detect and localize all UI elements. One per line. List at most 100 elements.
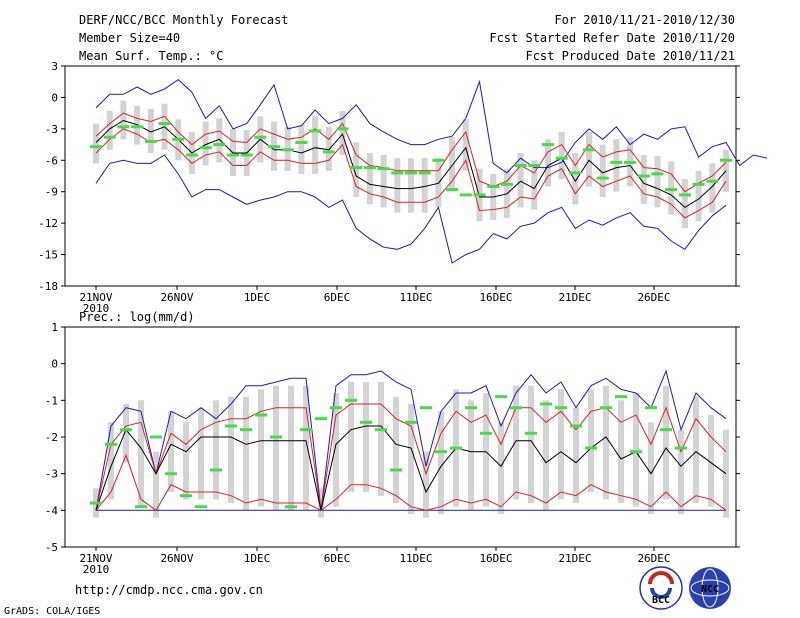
- spread-bar: [531, 160, 538, 210]
- y-tick-label: -3: [45, 123, 58, 136]
- y-tick-label: -12: [38, 217, 58, 230]
- spread-bar: [303, 385, 309, 511]
- spread-bar: [618, 400, 624, 503]
- spread-bar: [668, 161, 675, 215]
- x-tick-label: 21NOV: [79, 291, 112, 304]
- spread-bar: [243, 396, 249, 511]
- spread-bar: [528, 385, 534, 503]
- spread-bar: [513, 385, 519, 500]
- x-tick-label: 26NOV: [160, 552, 193, 565]
- spread-bar: [408, 404, 414, 514]
- spread-bar: [462, 119, 469, 171]
- spread-bar: [258, 389, 264, 507]
- spread-bar: [380, 155, 387, 208]
- spread-bar: [298, 124, 305, 174]
- x-tick-label: 1DEC: [244, 291, 271, 304]
- spread-bar: [394, 158, 401, 213]
- x-tick-label: 2010: [83, 563, 110, 576]
- fcst-produced-date: Fcst Produced Date 2010/11/21: [525, 49, 735, 63]
- spread-bar: [708, 415, 714, 507]
- spread-bar: [633, 393, 639, 507]
- y-tick-label: -18: [38, 280, 58, 293]
- spread-bar: [681, 179, 688, 229]
- y-tick-label: 0: [51, 91, 58, 104]
- spread-bar: [599, 144, 606, 197]
- spread-bar: [421, 158, 428, 213]
- spread-bar: [468, 400, 474, 511]
- spread-bar: [216, 118, 223, 163]
- spread-bar: [198, 407, 204, 500]
- spread-bar: [312, 116, 319, 174]
- spread-bar: [333, 393, 339, 507]
- source-url[interactable]: http://cmdp.ncc.cma.gov.cn: [75, 583, 263, 597]
- y-tick-label: -15: [38, 249, 58, 262]
- spread-bar: [663, 385, 669, 500]
- grads-credit: GrADS: COLA/IGES: [4, 606, 100, 617]
- ensemble-max-line: [95, 369, 727, 511]
- plot-frame: [64, 65, 737, 287]
- y-tick-label: -5: [45, 541, 58, 554]
- x-tick-label: 16DEC: [479, 291, 512, 304]
- forecast-period: For 2010/11/21-2010/12/30: [554, 13, 735, 27]
- y-tick-label: 1: [51, 321, 58, 334]
- spread-bar: [168, 411, 174, 492]
- x-tick-label: 16DEC: [479, 552, 512, 565]
- mean-minus-sd-line: [95, 453, 727, 512]
- spread-bar: [543, 400, 549, 511]
- variable-label: Mean Surf. Temp.: °C: [79, 49, 224, 63]
- y-tick-label: -9: [45, 186, 58, 199]
- x-tick-label: 11DEC: [399, 291, 432, 304]
- ncc-logo: NCC: [689, 567, 731, 609]
- spread-bar: [228, 396, 234, 503]
- spread-bar: [678, 429, 684, 514]
- x-tick-label: 21DEC: [558, 552, 591, 565]
- spread-bar: [709, 163, 716, 213]
- spread-bar: [108, 422, 114, 500]
- spread-bar: [408, 158, 414, 213]
- spread-bar: [153, 451, 159, 518]
- spread-bar: [147, 109, 154, 153]
- spread-bar: [695, 170, 702, 222]
- spread-bar: [423, 451, 429, 518]
- spread-bar: [393, 396, 399, 503]
- figure-title: DERF/NCC/BCC Monthly Forecast: [79, 13, 289, 27]
- bcc-logo-text: BCC: [652, 595, 670, 606]
- spread-bar: [288, 385, 294, 511]
- spread-bar: [693, 396, 699, 503]
- spread-bar: [449, 137, 456, 192]
- spread-bar: [318, 488, 324, 518]
- ensemble-mean-line: [95, 425, 727, 511]
- ncc-logo-text: NCC: [701, 584, 719, 595]
- spread-bar: [558, 132, 565, 180]
- spread-bar: [366, 153, 373, 205]
- spread-bar: [339, 111, 346, 155]
- x-tick-label: 2010: [83, 302, 110, 315]
- x-tick-label: 21NOV: [79, 552, 112, 565]
- spread-bar: [93, 123, 99, 164]
- y-tick-label: -3: [45, 468, 58, 481]
- spread-bar: [573, 407, 579, 503]
- fcst-started-date: Fcst Started Refer Date 2010/11/20: [489, 31, 735, 45]
- spread-bar: [363, 382, 369, 492]
- mean-minus-sd-line: [95, 128, 727, 219]
- spread-bar: [378, 382, 384, 496]
- spread-bar: [273, 385, 279, 511]
- spread-bar: [498, 422, 504, 514]
- spread-bar: [325, 126, 332, 171]
- spread-bar: [106, 111, 113, 150]
- x-tick-label: 26NOV: [160, 291, 193, 304]
- spread-bar: [558, 389, 564, 500]
- x-tick-label: 1DEC: [244, 552, 271, 565]
- x-tick-label: 6DEC: [324, 291, 351, 304]
- precip-variable-label: Prec.: log(mm/d): [79, 310, 195, 324]
- spread-bar: [603, 385, 609, 500]
- spread-bar: [483, 393, 489, 507]
- spread-bar: [202, 121, 209, 166]
- spread-bar: [572, 153, 579, 205]
- spread-bar: [183, 422, 189, 500]
- mean-plus-sd-line: [95, 112, 727, 193]
- y-tick-label: 3: [51, 60, 58, 73]
- bcc-logo: BCC: [639, 566, 683, 610]
